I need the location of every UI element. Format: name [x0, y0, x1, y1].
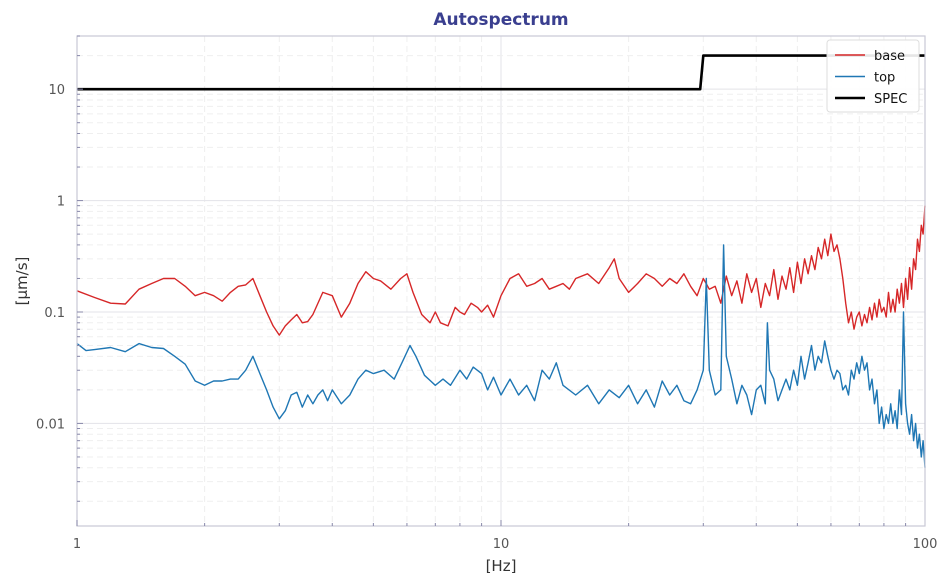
x-axis-label: [Hz]	[486, 557, 517, 575]
axis-ticks: 1 10 100 0.01 0.1 1 10	[36, 35, 938, 552]
y-axis-label: [μm/s]	[13, 257, 31, 306]
chart-title: Autospectrum	[433, 10, 568, 30]
legend-label-top: top	[874, 71, 895, 86]
legend-label-spec: SPEC	[874, 92, 907, 107]
x-tick-label: 1	[73, 537, 81, 552]
series-layer	[76, 54, 926, 468]
legend-label-base: base	[874, 49, 905, 64]
series-line-spec	[77, 54, 925, 91]
y-tick-label: 0.01	[36, 417, 65, 432]
y-tick-label: 10	[48, 83, 65, 98]
legend-box	[826, 39, 920, 113]
series-line-base	[76, 205, 926, 336]
x-tick-label: 10	[493, 537, 510, 552]
legend: base top SPEC	[826, 39, 920, 113]
grid	[76, 35, 925, 526]
series-line-top	[76, 244, 926, 468]
y-tick-label: 0.1	[44, 306, 65, 321]
x-tick-label: 100	[913, 537, 938, 552]
y-tick-label: 1	[57, 195, 65, 210]
